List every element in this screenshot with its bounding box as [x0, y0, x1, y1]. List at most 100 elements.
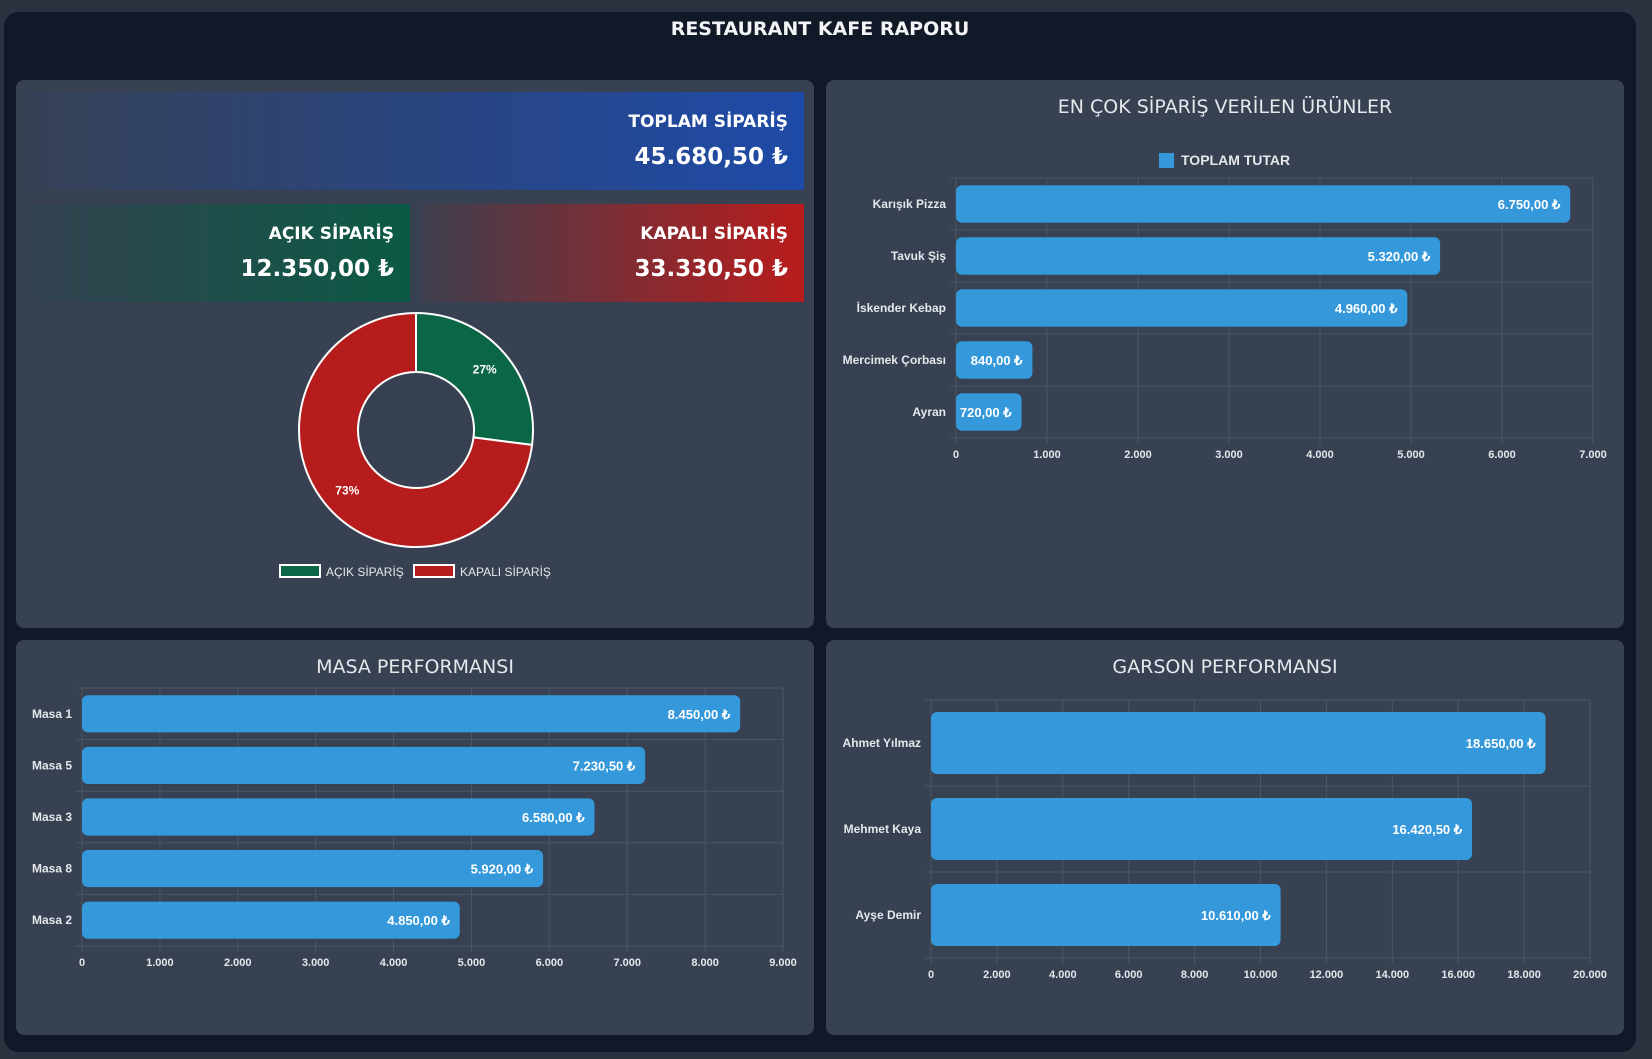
category-label: Masa 2	[32, 913, 72, 927]
table-performance-title: MASA PERFORMANSI	[316, 656, 514, 678]
bar-value-label: 10.610,00 ₺	[1201, 908, 1271, 923]
waiter-performance-chart: TOPLAM TUTAR02.0004.0006.0008.00010.0001…	[843, 699, 1607, 981]
kpi-open-card: AÇIK SİPARİŞ 12.350,00 ₺	[26, 204, 410, 302]
x-tick-label: 1.000	[1033, 449, 1061, 461]
x-tick-label: 6.000	[1488, 449, 1516, 461]
kpi-closed-value: 33.330,50 ₺	[634, 256, 788, 282]
category-label: Ahmet Yılmaz	[843, 736, 921, 750]
bar-ahmet-yilmaz	[931, 712, 1546, 774]
order-status-donut-chart: 27% 73% AÇIK SİPARİŞ KAPALI SİPARİŞ	[279, 311, 551, 579]
bar-value-label: 6.750,00 ₺	[1498, 197, 1561, 212]
x-tick-label: 3.000	[302, 957, 330, 969]
top-products-title: EN ÇOK SİPARİŞ VERİLEN ÜRÜNLER	[1057, 96, 1393, 118]
category-label: Tavuk Şiş	[891, 249, 946, 263]
x-tick-label: 7.000	[1579, 449, 1607, 461]
category-label: Mercimek Çorbası	[843, 353, 946, 367]
category-label: İskender Kebap	[857, 300, 946, 315]
category-label: Ayran	[912, 405, 946, 419]
waiter-performance-panel: GARSON PERFORMANSI TOPLAM TUTAR02.0004.0…	[826, 640, 1624, 1035]
x-tick-label: 1.000	[146, 957, 174, 969]
x-tick-label: 10.000	[1244, 969, 1278, 981]
x-tick-label: 8.000	[1181, 969, 1209, 981]
bar-masa-2	[82, 901, 460, 939]
x-tick-label: 7.000	[613, 957, 641, 969]
x-tick-label: 2.000	[1124, 449, 1152, 461]
bar-masa-3	[82, 798, 595, 836]
bar-value-label: 4.850,00 ₺	[387, 913, 450, 928]
bar-masa-1	[82, 695, 741, 733]
donut-legend-item: KAPALI SİPARİŞ	[413, 564, 551, 579]
kpi-open-label: AÇIK SİPARİŞ	[268, 224, 394, 244]
x-tick-label: 9.000	[769, 957, 797, 969]
x-tick-label: 3.000	[1215, 449, 1243, 461]
donut-percent-label: 27%	[473, 363, 497, 377]
category-label: Masa 3	[32, 810, 72, 824]
bar-value-label: 5.320,00 ₺	[1368, 249, 1431, 264]
category-label: Mehmet Kaya	[844, 822, 922, 836]
bar-value-label: 840,00 ₺	[971, 353, 1023, 368]
top-products-panel: EN ÇOK SİPARİŞ VERİLEN ÜRÜNLER TOPLAM TU…	[826, 80, 1624, 628]
bar-value-label: 5.920,00 ₺	[471, 862, 534, 877]
x-tick-label: 20.000	[1573, 969, 1607, 981]
bar-value-label: 7.230,50 ₺	[573, 758, 636, 773]
legend-swatch	[1159, 153, 1174, 168]
x-tick-label: 2.000	[983, 969, 1011, 981]
bar-value-label: 720,00 ₺	[960, 405, 1012, 420]
category-label: Ayşe Demir	[855, 908, 921, 922]
waiter-performance-title: GARSON PERFORMANSI	[1112, 656, 1338, 678]
x-tick-label: 6.000	[1115, 969, 1143, 981]
x-tick-label: 4.000	[1306, 449, 1334, 461]
bar-masa-5	[82, 746, 646, 784]
top-products-chart: TOPLAM TUTAR 0 1.000 2.000 3.000 4.000 5.000 6.…	[843, 152, 1607, 461]
bar-value-label: 6.580,00 ₺	[522, 810, 585, 825]
x-tick-label: 5.000	[458, 957, 486, 969]
kpi-total-value: 45.680,50 ₺	[634, 144, 788, 170]
bar-value-label: 18.650,00 ₺	[1466, 736, 1536, 751]
chart-legend: TOPLAM TUTAR	[1159, 152, 1290, 168]
category-label: Masa 1	[32, 707, 72, 721]
bar-ayse-demir	[931, 884, 1281, 946]
bar-iskender-kebap	[956, 289, 1408, 327]
x-tick-label: 16.000	[1441, 969, 1475, 981]
x-tick-label: 12.000	[1310, 969, 1344, 981]
summary-panel: TOPLAM SİPARİŞ 45.680,50 ₺ AÇIK SİPARİŞ …	[16, 80, 814, 628]
bar-tavuk-sis	[956, 237, 1441, 275]
legend-label: AÇIK SİPARİŞ	[326, 565, 404, 579]
legend-label: KAPALI SİPARİŞ	[460, 565, 551, 579]
bar-value-label: 16.420,50 ₺	[1392, 822, 1462, 837]
donut-slice-acik-siparis	[415, 311, 534, 447]
x-tick-label: 0	[928, 969, 934, 981]
category-label: Karışık Pizza	[873, 197, 947, 211]
page-title: RESTAURANT KAFE RAPORU	[670, 18, 970, 40]
donut-slice-kapali-siparis	[298, 311, 534, 548]
bar-karisik-pizza	[956, 185, 1571, 223]
bar-ayran	[956, 393, 1022, 431]
bar-mehmet-kaya	[931, 798, 1473, 860]
bar-mercimek-corbasi	[956, 341, 1033, 379]
x-tick-label: 5.000	[1397, 449, 1425, 461]
donut-legend-item: AÇIK SİPARİŞ	[279, 564, 404, 579]
donut-percent-label: 73%	[335, 483, 359, 497]
kpi-open-value: 12.350,00 ₺	[240, 256, 394, 282]
legend-label: TOPLAM TUTAR	[1181, 152, 1290, 168]
legend-swatch	[279, 564, 321, 578]
kpi-closed-label: KAPALI SİPARİŞ	[640, 224, 788, 244]
x-tick-label: 8.000	[691, 957, 719, 969]
kpi-total-card: TOPLAM SİPARİŞ 45.680,50 ₺	[26, 92, 804, 190]
bar-masa-8	[82, 850, 544, 888]
kpi-closed-card: KAPALI SİPARİŞ 33.330,50 ₺	[420, 204, 804, 302]
x-tick-label: 2.000	[224, 957, 252, 969]
kpi-total-label: TOPLAM SİPARİŞ	[628, 112, 788, 132]
x-tick-label: 4.000	[380, 957, 408, 969]
x-tick-label: 18.000	[1507, 969, 1541, 981]
table-performance-panel: MASA PERFORMANSI TOPLAM TUTAR01.0002.000…	[16, 640, 814, 1035]
category-label: Masa 8	[32, 862, 72, 876]
x-tick-label: 0	[79, 957, 85, 969]
table-performance-chart: TOPLAM TUTAR01.0002.0003.0004.0005.0006.…	[32, 687, 797, 969]
x-tick-label: 6.000	[536, 957, 564, 969]
x-tick-label: 0	[953, 449, 959, 461]
bar-value-label: 8.450,00 ₺	[668, 707, 731, 722]
legend-swatch	[413, 564, 455, 578]
x-tick-label: 14.000	[1375, 969, 1409, 981]
category-label: Masa 5	[32, 758, 72, 772]
